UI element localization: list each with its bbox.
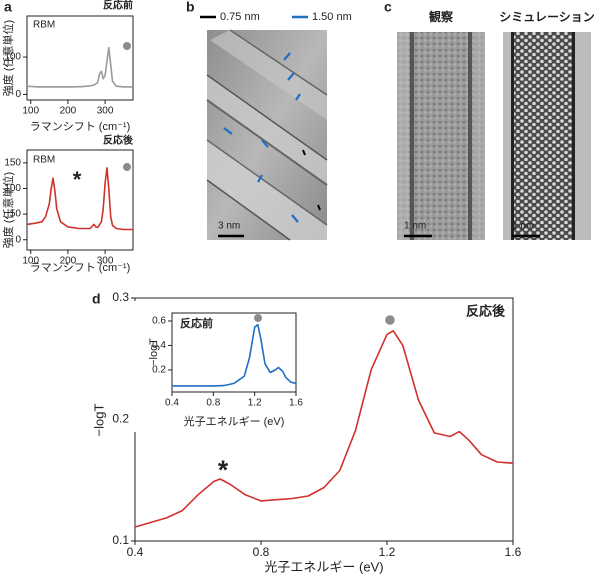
- legend-label: 1.50 nm: [312, 11, 352, 23]
- y-tick-label: 0.2: [112, 412, 129, 426]
- y-tick-label: 0.6: [152, 316, 166, 327]
- plot-frame: [26, 15, 134, 101]
- chart-label: RBM: [33, 155, 55, 166]
- x-axis-label: ラマンシフト (cm⁻¹): [30, 262, 131, 274]
- annotation: *: [73, 167, 82, 192]
- x-tick-label: 0.8: [253, 545, 270, 559]
- x-tick-label: 200: [60, 256, 77, 267]
- peak-marker: [385, 315, 395, 325]
- x-tick-label: 0.4: [127, 545, 144, 559]
- x-tick-label: 1.6: [289, 398, 303, 409]
- y-tick-label: 150: [4, 157, 21, 168]
- x-axis-label: ラマンシフト (cm⁻¹): [30, 121, 131, 133]
- chart-title: 反応後: [466, 303, 506, 318]
- y-tick-label: 0.4: [152, 340, 166, 351]
- x-tick-label: 1.2: [379, 545, 396, 559]
- panel-label: b: [186, 0, 195, 15]
- annotation: *: [218, 455, 229, 485]
- panel-label: c: [384, 0, 392, 15]
- peak-marker: [123, 42, 131, 50]
- x-tick-label: 1.2: [248, 398, 262, 409]
- x-tick-label: 100: [22, 256, 39, 267]
- y-tick-label: 100: [4, 183, 21, 194]
- panel-label: d: [92, 291, 101, 307]
- x-tick-label: 0.4: [165, 398, 179, 409]
- data-line: [26, 167, 133, 231]
- y-tick-label: 0: [15, 89, 21, 100]
- chart-title: 反応前: [180, 316, 213, 330]
- inset-background: [130, 301, 306, 432]
- y-axis-label: 強度 (任意単位): [1, 172, 15, 248]
- peak-marker: [123, 163, 131, 171]
- simulation-image: [503, 32, 591, 240]
- image-title: 観察: [429, 9, 454, 24]
- x-axis-label: 光子エネルギー (eV): [264, 559, 383, 574]
- x-tick-label: 0.8: [206, 398, 220, 409]
- observed-image: [397, 32, 485, 240]
- scale-bar-label: 1 nm: [404, 221, 426, 232]
- y-tick-label: 0.2: [152, 365, 166, 376]
- legend-label: 0.75 nm: [220, 11, 260, 23]
- y-axis-label: 強度 (任意単位): [1, 20, 15, 96]
- x-tick-label: 1.6: [505, 545, 522, 559]
- plot-frame: [171, 312, 297, 393]
- x-tick-label: 100: [22, 106, 39, 117]
- x-axis-label: 光子エネルギー (eV): [184, 414, 285, 428]
- chart-title: 反応後: [103, 134, 134, 147]
- image-title: シミュレーション: [499, 10, 595, 24]
- panel-label: a: [4, 0, 12, 15]
- peak-marker: [254, 314, 262, 322]
- y-tick-label: 0.3: [112, 290, 129, 304]
- x-tick-label: 200: [60, 106, 77, 117]
- y-tick-label: 0.1: [112, 533, 129, 547]
- data-line: [134, 330, 514, 528]
- data-line: [172, 323, 297, 387]
- x-tick-label: 300: [97, 256, 114, 267]
- x-tick-label: 300: [97, 106, 114, 117]
- plot-frame: [26, 149, 134, 251]
- y-axis-label: −logT: [148, 338, 160, 366]
- chart-label: RBM: [33, 20, 55, 31]
- tem-image: [206, 29, 328, 241]
- y-tick-label: 100: [4, 52, 21, 63]
- scale-bar-label: 1 nm: [512, 221, 534, 232]
- y-tick-label: 50: [10, 209, 22, 220]
- scale-bar-label: 3 nm: [218, 221, 240, 232]
- chart-title: 反応前: [103, 0, 133, 12]
- data-line: [26, 46, 133, 88]
- y-tick-label: 0: [15, 234, 21, 245]
- y-axis-label: −logT: [91, 404, 106, 437]
